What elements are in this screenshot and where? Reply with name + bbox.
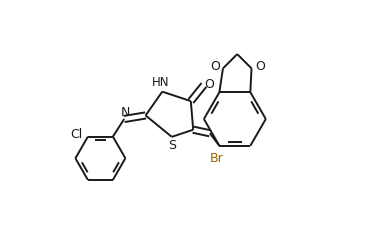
Text: S: S xyxy=(168,139,176,152)
Text: O: O xyxy=(204,78,214,90)
Text: O: O xyxy=(210,60,220,73)
Text: Br: Br xyxy=(210,152,224,165)
Text: O: O xyxy=(255,60,265,74)
Text: Cl: Cl xyxy=(70,128,82,141)
Text: HN: HN xyxy=(152,76,170,89)
Text: N: N xyxy=(121,106,130,119)
